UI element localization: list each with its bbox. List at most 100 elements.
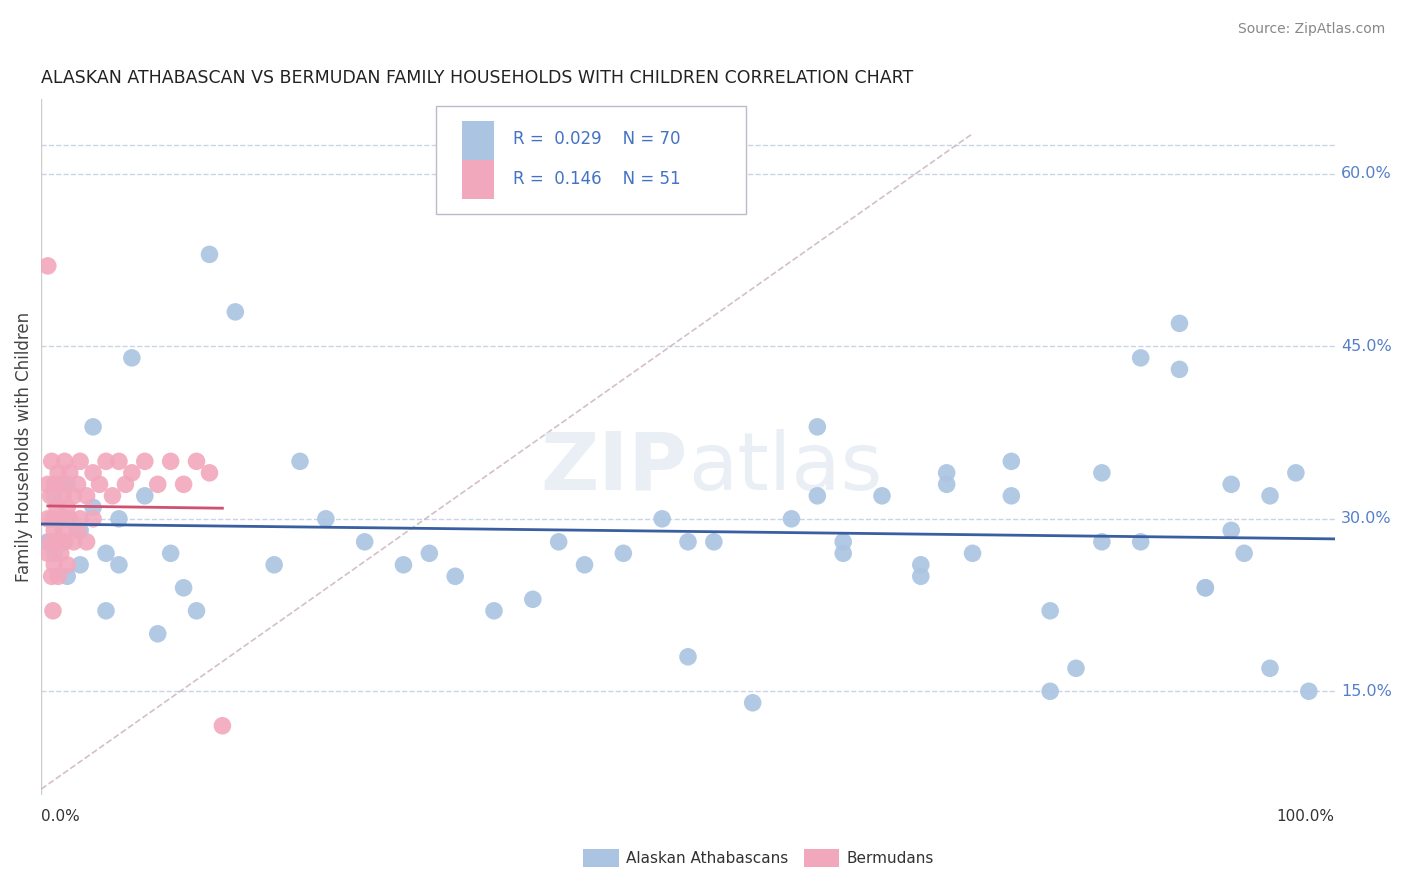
Point bbox=[159, 454, 181, 468]
Point bbox=[62, 534, 84, 549]
Text: atlas: atlas bbox=[688, 429, 883, 507]
Text: R =  0.146    N = 51: R = 0.146 N = 51 bbox=[513, 170, 681, 188]
Text: R =  0.029    N = 70: R = 0.029 N = 70 bbox=[513, 130, 681, 148]
Point bbox=[56, 477, 79, 491]
Point bbox=[66, 524, 89, 538]
Point bbox=[39, 489, 62, 503]
Point bbox=[44, 558, 66, 572]
Point bbox=[37, 534, 59, 549]
Point bbox=[41, 454, 63, 468]
Point bbox=[56, 569, 79, 583]
Point bbox=[76, 534, 98, 549]
Point bbox=[37, 512, 59, 526]
Point bbox=[962, 546, 984, 560]
Point bbox=[288, 454, 311, 468]
Point bbox=[56, 558, 79, 572]
Point bbox=[910, 569, 932, 583]
Point bbox=[1000, 454, 1022, 468]
Point bbox=[66, 477, 89, 491]
Point bbox=[741, 696, 763, 710]
Point bbox=[444, 569, 467, 583]
Point bbox=[1168, 362, 1191, 376]
Point bbox=[224, 305, 246, 319]
Point bbox=[806, 489, 828, 503]
FancyBboxPatch shape bbox=[436, 106, 747, 214]
Point bbox=[173, 477, 195, 491]
Point bbox=[574, 558, 596, 572]
Point bbox=[676, 649, 699, 664]
Point bbox=[108, 512, 131, 526]
Point bbox=[482, 604, 505, 618]
Point bbox=[1000, 489, 1022, 503]
Point bbox=[37, 546, 59, 560]
Text: 100.0%: 100.0% bbox=[1277, 809, 1334, 823]
Point bbox=[37, 477, 59, 491]
Point bbox=[211, 719, 233, 733]
Point bbox=[49, 546, 72, 560]
Point bbox=[69, 512, 91, 526]
Point bbox=[37, 259, 59, 273]
Point bbox=[676, 534, 699, 549]
Point bbox=[159, 546, 181, 560]
Point bbox=[108, 454, 131, 468]
Point bbox=[82, 512, 104, 526]
Point bbox=[870, 489, 893, 503]
Point bbox=[121, 351, 143, 365]
Point bbox=[41, 569, 63, 583]
Point bbox=[69, 454, 91, 468]
Point bbox=[89, 477, 111, 491]
Text: ALASKAN ATHABASCAN VS BERMUDAN FAMILY HOUSEHOLDS WITH CHILDREN CORRELATION CHART: ALASKAN ATHABASCAN VS BERMUDAN FAMILY HO… bbox=[41, 69, 914, 87]
Point bbox=[46, 569, 69, 583]
Point bbox=[1129, 534, 1152, 549]
Point bbox=[1258, 489, 1281, 503]
Point bbox=[39, 534, 62, 549]
Point bbox=[780, 512, 803, 526]
FancyBboxPatch shape bbox=[461, 161, 494, 199]
Point bbox=[134, 454, 156, 468]
Point bbox=[186, 604, 208, 618]
Point bbox=[1064, 661, 1087, 675]
Point bbox=[1194, 581, 1216, 595]
Point bbox=[53, 454, 76, 468]
Point bbox=[1258, 661, 1281, 675]
Point bbox=[1091, 466, 1114, 480]
Point bbox=[651, 512, 673, 526]
Point bbox=[82, 500, 104, 515]
Point bbox=[94, 454, 117, 468]
Point bbox=[134, 489, 156, 503]
Point bbox=[114, 477, 136, 491]
Point bbox=[76, 489, 98, 503]
Point bbox=[44, 524, 66, 538]
Text: ZIP: ZIP bbox=[541, 429, 688, 507]
Point bbox=[42, 604, 65, 618]
Text: Alaskan Athabascans: Alaskan Athabascans bbox=[626, 851, 787, 865]
Point bbox=[146, 477, 169, 491]
Point bbox=[910, 558, 932, 572]
Point bbox=[1285, 466, 1308, 480]
Point bbox=[53, 534, 76, 549]
Point bbox=[935, 477, 957, 491]
Point bbox=[69, 558, 91, 572]
Point bbox=[146, 627, 169, 641]
Point bbox=[108, 558, 131, 572]
Point bbox=[49, 512, 72, 526]
Point bbox=[42, 512, 65, 526]
Point bbox=[703, 534, 725, 549]
Text: 60.0%: 60.0% bbox=[1341, 167, 1392, 181]
Point bbox=[52, 489, 75, 503]
Point bbox=[315, 512, 337, 526]
Text: Bermudans: Bermudans bbox=[846, 851, 934, 865]
Point bbox=[806, 420, 828, 434]
Point bbox=[1220, 524, 1243, 538]
Text: 30.0%: 30.0% bbox=[1341, 511, 1392, 526]
Point bbox=[1168, 317, 1191, 331]
Point bbox=[1039, 604, 1062, 618]
Text: Source: ZipAtlas.com: Source: ZipAtlas.com bbox=[1237, 22, 1385, 37]
Point bbox=[56, 512, 79, 526]
FancyBboxPatch shape bbox=[461, 121, 494, 160]
Point bbox=[935, 466, 957, 480]
Text: 45.0%: 45.0% bbox=[1341, 339, 1392, 354]
Point bbox=[121, 466, 143, 480]
Text: 0.0%: 0.0% bbox=[41, 809, 80, 823]
Point bbox=[392, 558, 415, 572]
